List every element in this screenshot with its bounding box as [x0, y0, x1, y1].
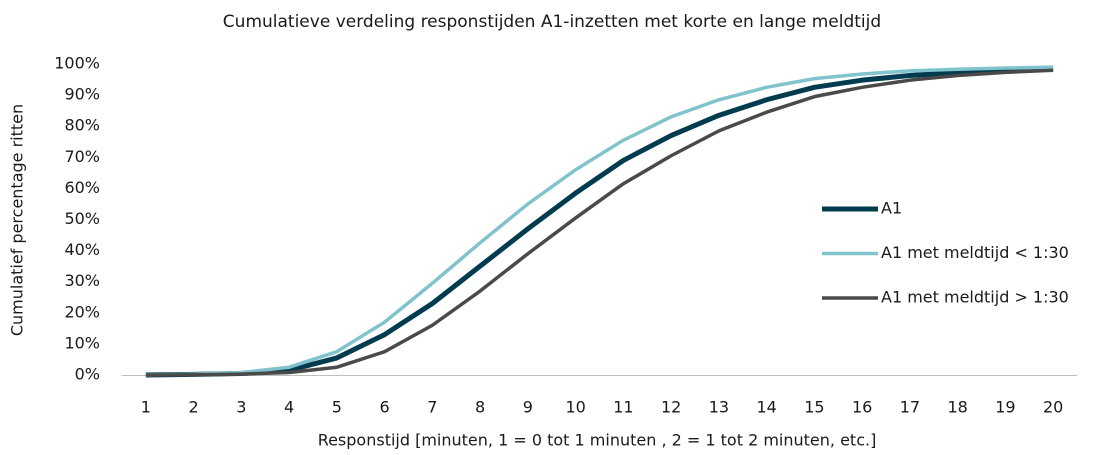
x-tick-label: 4	[284, 398, 294, 417]
legend-label: A1 met meldtijd < 1:30	[881, 243, 1069, 262]
x-tick-label: 9	[523, 398, 533, 417]
x-tick-label: 14	[756, 398, 776, 417]
x-tick-label: 8	[475, 398, 485, 417]
legend-label: A1 met meldtijd > 1:30	[881, 288, 1069, 307]
y-tick-label: 30%	[64, 271, 100, 290]
y-tick-label: 10%	[64, 333, 100, 352]
x-tick-label: 3	[236, 398, 246, 417]
y-tick-label: 60%	[64, 178, 100, 197]
legend-label: A1	[881, 199, 902, 218]
x-tick-label: 19	[995, 398, 1015, 417]
y-tick-label: 80%	[64, 116, 100, 135]
y-tick-label: 50%	[64, 209, 100, 228]
x-tick-label: 5	[332, 398, 342, 417]
x-tick-label: 7	[427, 398, 437, 417]
chart-title: Cumulatieve verdeling responstijden A1-i…	[223, 12, 881, 32]
x-tick-label: 6	[380, 398, 390, 417]
y-tick-label: 40%	[64, 240, 100, 259]
data-line	[145, 68, 1054, 377]
y-tick-label: 100%	[54, 54, 100, 73]
y-tick-label: 90%	[64, 85, 100, 104]
x-tick-label: 15	[804, 398, 824, 417]
y-tick-label: 20%	[64, 302, 100, 321]
data-line	[145, 65, 1054, 377]
x-tick-label: 12	[661, 398, 681, 417]
x-tick-label: 13	[709, 398, 729, 417]
x-tick-label: 17	[900, 398, 920, 417]
y-tick-label: 70%	[64, 147, 100, 166]
y-tick-label: 0%	[75, 365, 100, 384]
data-line	[145, 66, 1054, 378]
x-tick-label: 2	[189, 398, 199, 417]
x-tick-label: 20	[1043, 398, 1063, 417]
x-tick-label: 16	[852, 398, 872, 417]
x-tick-label: 1	[141, 398, 151, 417]
x-tick-label: 10	[565, 398, 585, 417]
y-axis-label: Cumulatief percentage ritten	[8, 104, 27, 336]
x-tick-label: 18	[947, 398, 967, 417]
x-tick-label: 11	[613, 398, 633, 417]
x-axis-label: Responstijd [minuten, 1 = 0 tot 1 minute…	[318, 431, 877, 450]
